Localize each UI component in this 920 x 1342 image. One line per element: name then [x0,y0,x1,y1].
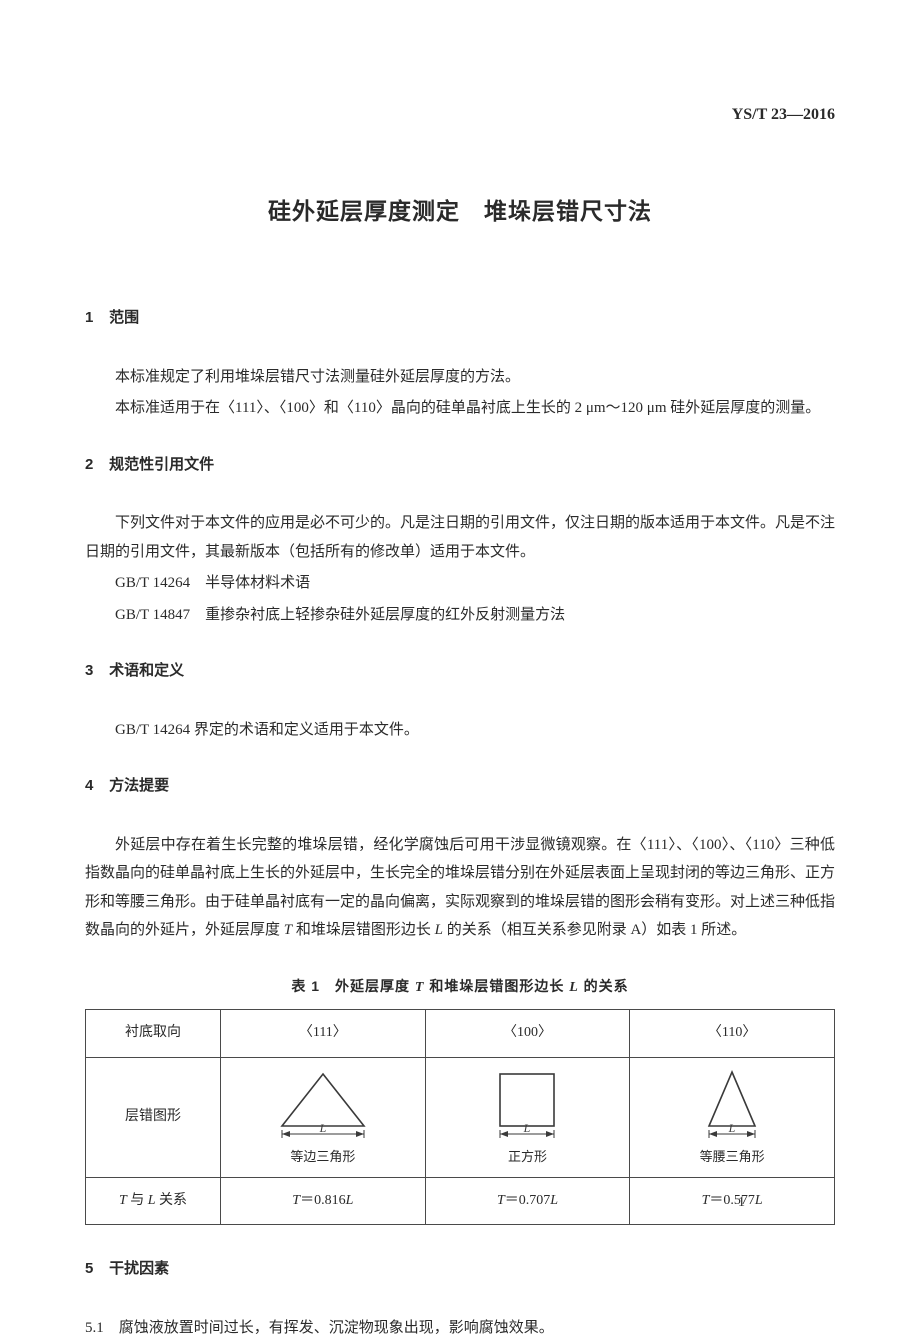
section-4-num: 4 [85,772,105,801]
section-3-num: 3 [85,657,105,686]
row2-header: 层错图形 [86,1057,221,1177]
page-number: 1 [738,1190,745,1217]
standard-code: YS/T 23—2016 [85,100,835,130]
section-2-ref2: GB/T 14847 重掺杂衬底上轻掺杂硅外延层厚度的红外反射测量方法 [115,601,835,630]
section-2-ref1: GB/T 14264 半导体材料术语 [115,569,835,598]
section-3-title: 术语和定义 [109,662,184,679]
isosceles-triangle-icon: L [677,1068,787,1143]
shape-label-111: 等边三角形 [290,1145,355,1170]
svg-text:L: L [318,1121,326,1135]
section-2-p1: 下列文件对于本文件的应用是必不可少的。凡是注日期的引用文件，仅注日期的版本适用于… [85,509,835,566]
section-1-p1: 本标准规定了利用堆垛层错尺寸法测量硅外延层厚度的方法。 [85,363,835,392]
formula-T-2: T [497,1193,505,1208]
section-3-p1: GB/T 14264 界定的术语和定义适用于本文件。 [85,716,835,745]
table-row: T 与 L 关系 T＝0.816L T＝0.707L T＝0.577L [86,1177,835,1225]
section-1-heading: 1 范围 [85,304,835,333]
section-5-num: 5 [85,1255,105,1284]
row1-header: 衬底取向 [86,1010,221,1058]
table-caption-L: L [569,980,579,995]
section-5-1-text: 腐蚀液放置时间过长，有挥发、沉淀物现象出现，影响腐蚀效果。 [119,1320,554,1336]
section-1-title: 范围 [109,309,139,326]
section-1-p2: 本标准适用于在〈111〉、〈100〉和〈110〉晶向的硅单晶衬底上生长的 2 μ… [85,394,835,423]
section-4: 4 方法提要 外延层中存在着生长完整的堆垛层错，经化学腐蚀后可用干涉显微镜观察。… [85,772,835,945]
formula-T-1: T [292,1193,300,1208]
var-T: T [284,922,292,938]
section-2-num: 2 [85,451,105,480]
row3-tail: 关系 [156,1193,188,1208]
section-4-title: 方法提要 [109,777,169,794]
cell-shape-111: L 等边三角形 [221,1057,426,1177]
table-caption-a: 表 1 外延层厚度 [291,978,415,994]
formula-L-2: L [550,1193,558,1208]
svg-text:L: L [728,1121,736,1135]
section-2-title: 规范性引用文件 [109,456,214,473]
section-2-heading: 2 规范性引用文件 [85,451,835,480]
table-caption-b: 和堆垛层错图形边长 [424,978,569,994]
section-5-heading: 5 干扰因素 [85,1255,835,1284]
table-caption-c: 的关系 [579,978,629,994]
formula-mid-3: ＝0.577 [709,1193,755,1208]
table-1-caption: 表 1 外延层厚度 T 和堆垛层错图形边长 L 的关系 [85,973,835,1002]
shape-label-110: 等腰三角形 [700,1145,765,1170]
cell-formula-100: T＝0.707L [425,1177,630,1225]
section-1: 1 范围 本标准规定了利用堆垛层错尺寸法测量硅外延层厚度的方法。 本标准适用于在… [85,304,835,423]
section-1-num: 1 [85,304,105,333]
section-5-title: 干扰因素 [109,1260,169,1277]
cell-shape-110: L 等腰三角形 [630,1057,835,1177]
row3-L: L [148,1193,156,1208]
section-3-heading: 3 术语和定义 [85,657,835,686]
row3-T: T [119,1193,127,1208]
formula-mid-2: ＝0.707 [505,1193,551,1208]
section-4-p1: 外延层中存在着生长完整的堆垛层错，经化学腐蚀后可用干涉显微镜观察。在〈111〉、… [85,831,835,945]
row3-header: T 与 L 关系 [86,1177,221,1225]
cell-orientation-111: 〈111〉 [221,1010,426,1058]
table-row: 衬底取向 〈111〉 〈100〉 〈110〉 [86,1010,835,1058]
cell-formula-110: T＝0.577L [630,1177,835,1225]
shape-label-100: 正方形 [508,1145,547,1170]
document-title: 硅外延层厚度测定 堆垛层错尺寸法 [85,190,835,234]
table-row: 层错图形 L 等边三角形 [86,1057,835,1177]
svg-text:L: L [523,1121,531,1135]
section-5-1-num: 5.1 [85,1320,104,1336]
cell-orientation-110: 〈110〉 [630,1010,835,1058]
section-5: 5 干扰因素 5.1 腐蚀液放置时间过长，有挥发、沉淀物现象出现，影响腐蚀效果。 [85,1255,835,1342]
table-1: 衬底取向 〈111〉 〈100〉 〈110〉 层错图形 L 等边三角形 [85,1009,835,1225]
equilateral-triangle-icon: L [268,1068,378,1143]
formula-L-3: L [755,1193,763,1208]
row3-mid: 与 [127,1193,148,1208]
cell-orientation-100: 〈100〉 [425,1010,630,1058]
formula-L-1: L [346,1193,354,1208]
formula-mid-1: ＝0.816 [300,1193,346,1208]
cell-formula-111: T＝0.816L [221,1177,426,1225]
cell-shape-100: L 正方形 [425,1057,630,1177]
section-4-p1-c: 的关系（相互关系参见附录 A）如表 1 所述。 [443,922,746,938]
section-3: 3 术语和定义 GB/T 14264 界定的术语和定义适用于本文件。 [85,657,835,744]
square-icon: L [472,1068,582,1143]
var-L: L [435,922,443,938]
section-4-heading: 4 方法提要 [85,772,835,801]
section-4-p1-b: 和堆垛层错图形边长 [292,922,435,938]
section-5-1: 5.1 腐蚀液放置时间过长，有挥发、沉淀物现象出现，影响腐蚀效果。 [85,1314,835,1342]
section-2: 2 规范性引用文件 下列文件对于本文件的应用是必不可少的。凡是注日期的引用文件，… [85,451,835,630]
